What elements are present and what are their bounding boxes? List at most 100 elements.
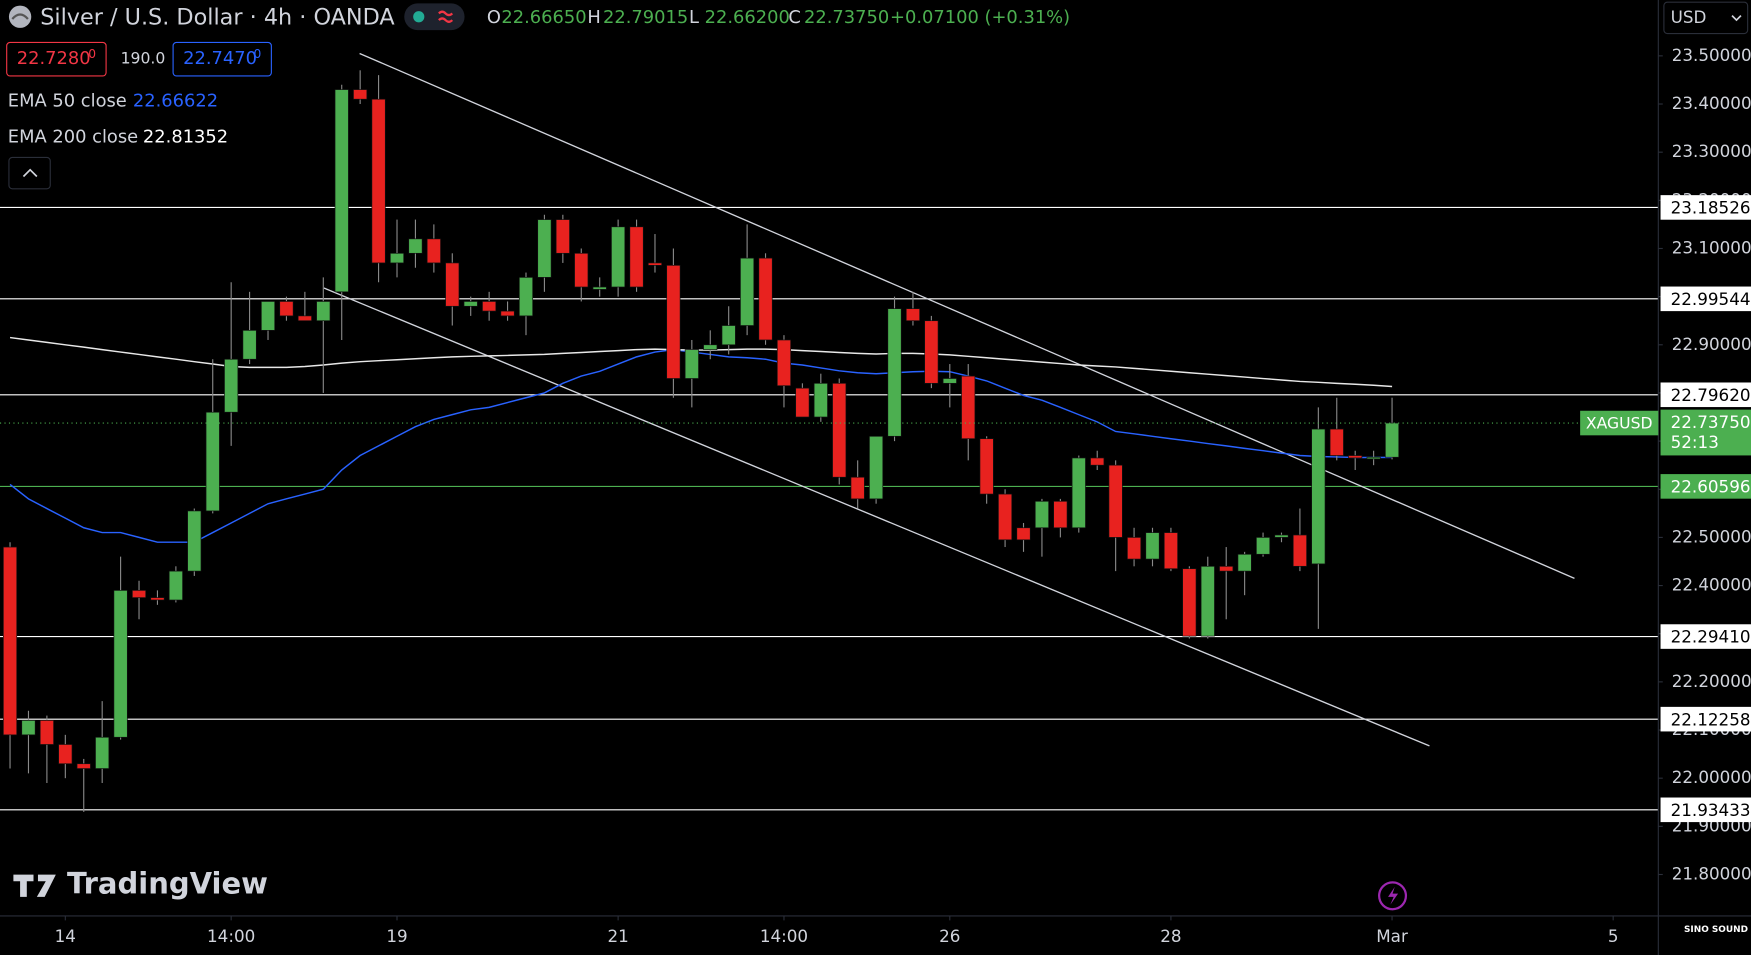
last-price-label: 22.73750 bbox=[1671, 412, 1751, 432]
ohlc-value: 22.73750 bbox=[804, 7, 889, 28]
candle-body bbox=[961, 375, 976, 440]
candle-body bbox=[666, 264, 681, 379]
indicator-name: EMA 50 close bbox=[8, 91, 127, 112]
x-tick-label: 28 bbox=[1160, 926, 1181, 946]
candle-body bbox=[1145, 532, 1160, 560]
currency-dropdown[interactable] bbox=[1663, 1, 1749, 35]
candle-body bbox=[647, 262, 663, 266]
candle-body bbox=[95, 736, 110, 769]
candle-body bbox=[58, 744, 73, 765]
x-tick-label: 21 bbox=[607, 926, 628, 946]
candle-body bbox=[1329, 428, 1344, 456]
countdown: 52:13 bbox=[1671, 432, 1719, 452]
candle-body bbox=[168, 570, 183, 601]
lightning-icon bbox=[1388, 886, 1399, 905]
ask-price-sup: 0 bbox=[253, 47, 261, 61]
candle-body bbox=[1127, 537, 1142, 560]
indicator-name: EMA 200 close bbox=[8, 126, 138, 147]
x-tick-label: 5 bbox=[1608, 926, 1619, 946]
ask-price: 22.7470 bbox=[183, 48, 257, 69]
status-badge[interactable] bbox=[404, 3, 465, 31]
candle-body bbox=[1071, 457, 1086, 529]
candle-body bbox=[187, 510, 202, 572]
candle-body bbox=[721, 325, 736, 346]
candle-body bbox=[1219, 565, 1234, 572]
candle-body bbox=[795, 387, 810, 418]
candle-body bbox=[1237, 553, 1252, 572]
plot bbox=[0, 52, 1659, 812]
candle-body bbox=[297, 315, 312, 322]
buy-button[interactable] bbox=[172, 41, 272, 77]
lightning-button[interactable] bbox=[1378, 881, 1408, 911]
candle-body bbox=[813, 382, 828, 418]
bid-price-sup: 0 bbox=[88, 47, 96, 61]
candle-body bbox=[21, 720, 36, 736]
logo-icon bbox=[13, 874, 56, 897]
level-label-box bbox=[1660, 286, 1751, 312]
level-label-box bbox=[1660, 474, 1751, 499]
level-label-box bbox=[1660, 706, 1751, 732]
candle-body bbox=[1274, 534, 1289, 538]
ema-line bbox=[9, 336, 1393, 388]
symbol-title: Silver / U.S. Dollar · 4h · OANDA bbox=[40, 4, 395, 30]
ohlc-value: 22.66200 bbox=[705, 7, 790, 28]
candle-body bbox=[629, 226, 644, 288]
candle-body bbox=[150, 597, 165, 601]
candle-body bbox=[3, 546, 18, 736]
candle-body bbox=[131, 590, 147, 598]
y-tick-label: 22.40000 bbox=[1672, 575, 1751, 595]
candle-body bbox=[463, 301, 478, 307]
candle-body bbox=[1311, 428, 1326, 565]
candle-body bbox=[1163, 532, 1178, 570]
candle-body bbox=[1108, 464, 1123, 538]
level-label: 22.29410 bbox=[1671, 627, 1751, 647]
candle-body bbox=[832, 382, 847, 478]
level-label: 22.12258 bbox=[1671, 709, 1751, 729]
collapse-button[interactable] bbox=[8, 156, 51, 190]
level-label: 22.99544 bbox=[1671, 289, 1751, 309]
candle-body bbox=[1053, 500, 1068, 529]
candle-body bbox=[1090, 457, 1105, 466]
y-tick-label: 22.20000 bbox=[1672, 671, 1751, 691]
candle-body bbox=[703, 344, 718, 350]
candle-body bbox=[758, 257, 773, 341]
candle-body bbox=[592, 286, 607, 290]
candle-body bbox=[445, 262, 460, 307]
y-tick-label: 22.00000 bbox=[1672, 767, 1751, 787]
candle-body bbox=[1016, 527, 1031, 541]
candle-body bbox=[740, 257, 755, 326]
candle-body bbox=[205, 411, 220, 512]
level-label: 22.79620 bbox=[1671, 385, 1751, 405]
candle-body bbox=[426, 238, 441, 264]
chevron-icon bbox=[22, 168, 38, 178]
spread: 190.0 bbox=[121, 49, 166, 68]
candle-body bbox=[869, 435, 884, 500]
trend-line bbox=[359, 52, 1575, 579]
candle-body bbox=[500, 310, 515, 317]
ohlc-letter: L bbox=[689, 7, 699, 28]
y-tick-label: 22.90000 bbox=[1672, 334, 1751, 354]
sell-button[interactable] bbox=[6, 41, 107, 77]
symbol-icon bbox=[11, 13, 29, 20]
candle-body bbox=[260, 301, 276, 331]
y-tick-label: 23.30000 bbox=[1672, 141, 1751, 161]
candle-body bbox=[1385, 422, 1400, 458]
level-label-box bbox=[1660, 382, 1751, 408]
candle-body bbox=[518, 277, 534, 317]
candle-body bbox=[924, 320, 939, 384]
level-label-box bbox=[1660, 195, 1751, 220]
candle-body bbox=[1034, 500, 1049, 529]
x-tick-label: Mar bbox=[1376, 926, 1408, 946]
ohlc-letter: H bbox=[587, 7, 600, 28]
ema-line bbox=[9, 348, 1393, 543]
price-change: +0.07100 (+0.31%) bbox=[890, 7, 1070, 28]
candle-body bbox=[905, 308, 920, 322]
candle-body bbox=[1256, 537, 1271, 555]
ohlc-letter: C bbox=[788, 7, 800, 28]
level-label-box bbox=[1660, 797, 1751, 823]
symbol-label: XAGUSD bbox=[1586, 414, 1653, 433]
symbol-icon bbox=[8, 5, 32, 28]
header: Silver / U.S. Dollar · 4h · OANDA 22.728… bbox=[6, 1, 1749, 935]
candle-body bbox=[334, 89, 349, 293]
